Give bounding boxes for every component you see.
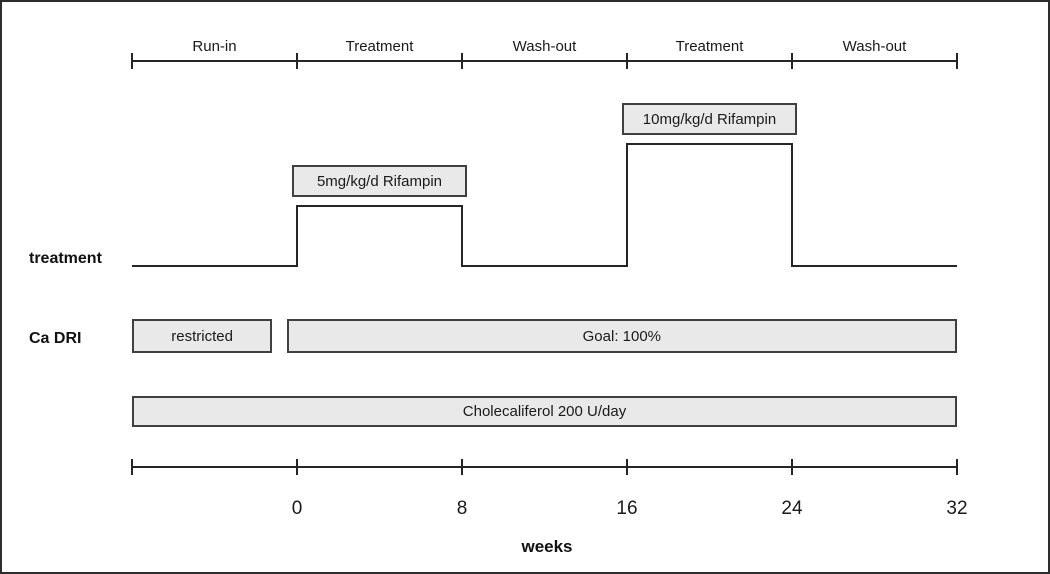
treatment-row-label: treatment bbox=[29, 250, 102, 267]
week-tick-label: 24 bbox=[781, 498, 803, 519]
ca-dri-goal-bar: Goal: 100% bbox=[286, 319, 957, 353]
x-axis-title: weeks bbox=[521, 537, 573, 556]
bottom-axis-tick bbox=[956, 459, 958, 475]
bottom-axis-tick bbox=[296, 459, 298, 475]
week-tick-label: 16 bbox=[616, 498, 638, 519]
top-axis-tick bbox=[791, 53, 793, 69]
dose-annotation-box: 10mg/kg/d Rifampin bbox=[622, 103, 797, 135]
ca-dri-row-label: Ca DRI bbox=[29, 330, 82, 347]
bottom-axis-tick bbox=[131, 459, 133, 475]
top-axis-tick bbox=[296, 53, 298, 69]
week-tick-label: 32 bbox=[946, 498, 968, 519]
phase-label: Treatment bbox=[675, 38, 744, 55]
bottom-axis-tick bbox=[791, 459, 793, 475]
phase-label: Wash-out bbox=[842, 38, 907, 55]
bottom-axis-line bbox=[132, 466, 957, 468]
top-axis-line bbox=[132, 60, 957, 62]
top-axis-tick bbox=[626, 53, 628, 69]
phase-label: Wash-out bbox=[512, 38, 577, 55]
week-tick-label: 0 bbox=[291, 498, 303, 519]
bottom-axis-tick bbox=[461, 459, 463, 475]
cholecaliferol-bar: Cholecaliferol 200 U/day bbox=[132, 396, 957, 427]
top-axis-tick bbox=[131, 53, 133, 69]
phase-label: Treatment bbox=[345, 38, 414, 55]
ca-dri-restricted-bar: restricted bbox=[132, 319, 273, 353]
dose-annotation-box: 5mg/kg/d Rifampin bbox=[292, 165, 467, 197]
top-axis-tick bbox=[461, 53, 463, 69]
phase-label: Run-in bbox=[192, 38, 237, 55]
bottom-axis-tick bbox=[626, 459, 628, 475]
treatment-step-line bbox=[132, 143, 957, 267]
top-axis-tick bbox=[956, 53, 958, 69]
week-tick-label: 8 bbox=[456, 498, 468, 519]
